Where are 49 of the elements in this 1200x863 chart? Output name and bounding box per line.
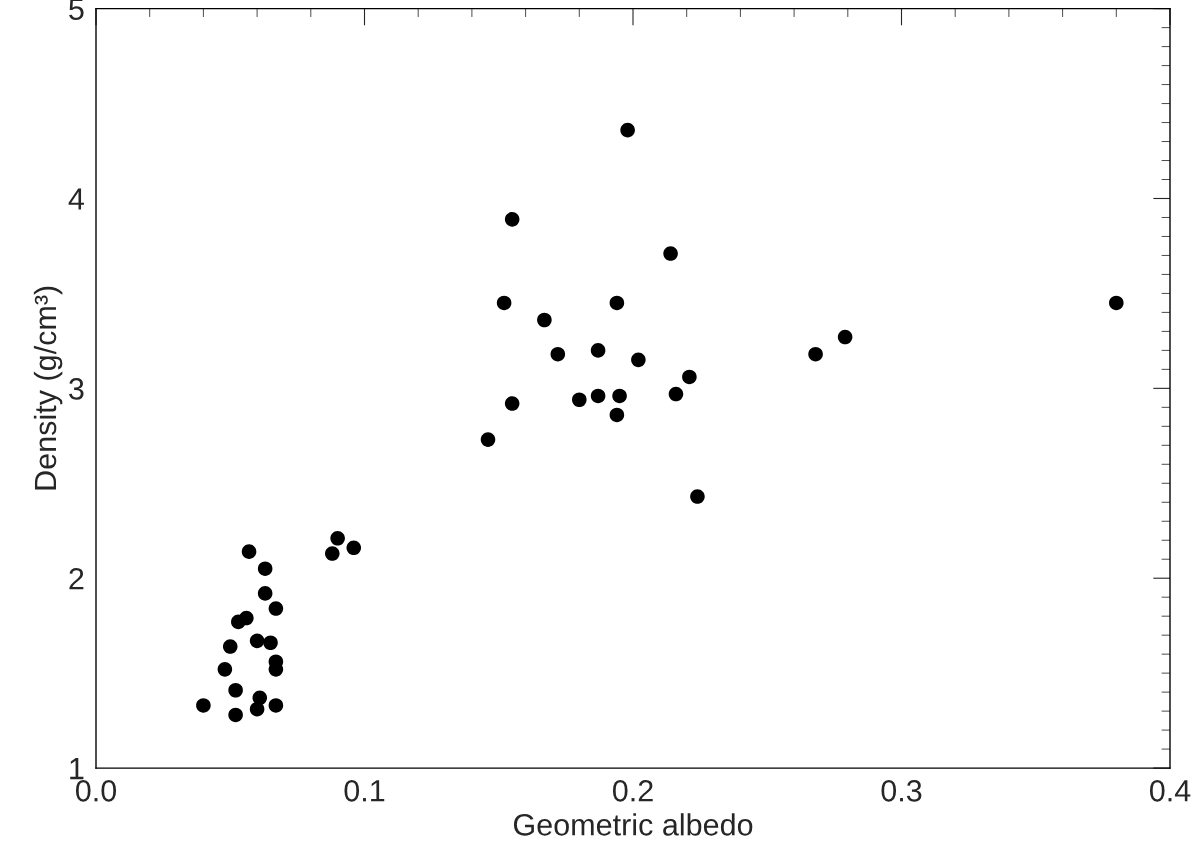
point xyxy=(837,329,853,345)
point xyxy=(663,246,678,261)
point xyxy=(268,698,284,713)
point xyxy=(330,531,345,546)
point xyxy=(325,546,340,561)
point xyxy=(504,396,520,411)
point xyxy=(228,707,243,723)
x-axis-title: Geometric albedo xyxy=(513,813,753,836)
x-tick-label: 0.4 xyxy=(1149,779,1191,802)
y-tick-label: 3 xyxy=(69,378,84,400)
point xyxy=(249,633,265,649)
point xyxy=(609,407,625,423)
x-tick-label: 0.0 xyxy=(75,779,117,802)
point xyxy=(268,601,284,616)
point xyxy=(257,561,273,576)
x-tick-label: 0.1 xyxy=(344,779,385,802)
point xyxy=(1109,295,1124,311)
point xyxy=(346,540,362,556)
point xyxy=(690,489,705,504)
point xyxy=(682,369,697,385)
point xyxy=(668,386,684,402)
point xyxy=(252,690,268,706)
point xyxy=(222,639,238,654)
point xyxy=(808,346,823,362)
point xyxy=(590,388,606,404)
point xyxy=(631,352,646,368)
y-tick-label: 2 xyxy=(69,567,84,590)
x-tick-label: 0.3 xyxy=(881,779,922,802)
point xyxy=(496,295,512,311)
point xyxy=(196,698,211,713)
point xyxy=(609,295,625,311)
point xyxy=(612,388,627,404)
point xyxy=(572,392,587,408)
point xyxy=(257,586,273,601)
point xyxy=(480,432,496,447)
y-axis-title: Density (g/cm³) xyxy=(33,286,63,490)
x-tick-label: 0.2 xyxy=(612,779,653,802)
point xyxy=(241,544,257,559)
y-tick-label: 1 xyxy=(70,758,84,780)
y-tick-label: 4 xyxy=(68,188,84,210)
point xyxy=(550,346,566,362)
point xyxy=(217,662,233,677)
point xyxy=(228,682,243,698)
point xyxy=(239,610,254,626)
point xyxy=(504,212,520,227)
point xyxy=(263,635,278,651)
point xyxy=(620,122,635,138)
point xyxy=(537,312,552,328)
point xyxy=(590,343,606,358)
